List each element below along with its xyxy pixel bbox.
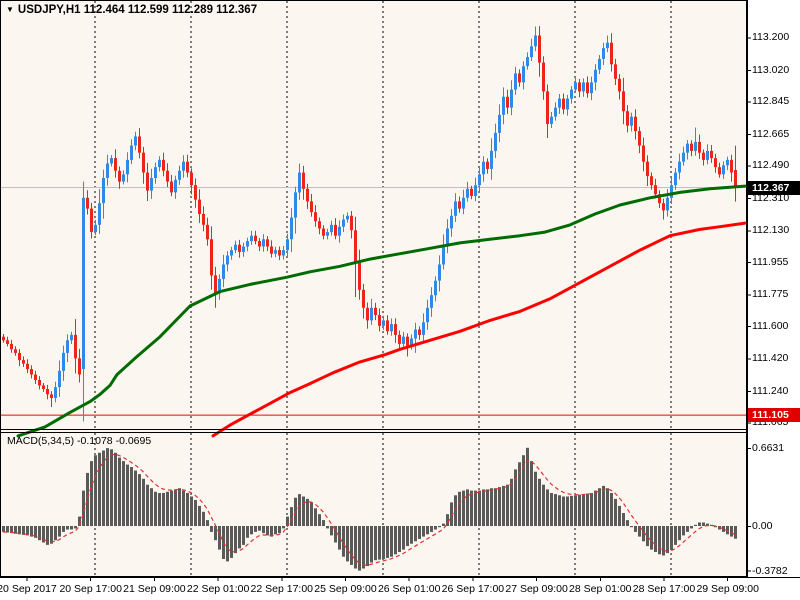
price-axis-label: 112.130	[752, 224, 790, 237]
price-axis-label: 113.020	[752, 63, 790, 76]
macd-signal-line	[2, 453, 736, 566]
chart-title-symbol: USDJPY,H1	[17, 4, 81, 16]
time-axis-label: 22 Sep 01:00	[186, 583, 250, 595]
ma-slow-red-line	[211, 221, 747, 438]
symbol-dropdown-icon[interactable]: ▼	[6, 5, 14, 14]
time-axis-label: 20 Sep 17:00	[59, 583, 122, 595]
price-axis-label: 111.600	[752, 319, 789, 332]
price-axis-label: 111.775	[752, 288, 789, 301]
macd-axis-label: 0.6631	[752, 441, 785, 454]
price-axis-label: 111.955	[752, 255, 789, 268]
macd-name: MACD(5,34,5)	[7, 435, 75, 447]
time-axis-label: 21 Sep 09:00	[123, 583, 186, 595]
candlestick-series	[2, 26, 737, 422]
macd-axis-label: -0.3782	[752, 564, 788, 577]
macd-indicator-label: MACD(5,34,5) -0.1078 -0.0695	[7, 435, 151, 447]
time-axis-label: 26 Sep 17:00	[441, 583, 505, 595]
macd-signal-value: -0.0695	[115, 435, 152, 447]
price-axis-label: 111.240	[752, 384, 789, 397]
time-axis-label: 20 Sep 2017	[0, 583, 57, 595]
time-axis-label: 29 Sep 09:00	[696, 583, 759, 595]
price-axis-label: 112.665	[752, 127, 790, 140]
time-axis-label: 28 Sep 01:00	[569, 583, 632, 595]
current-price-badge: 112.367	[748, 180, 800, 195]
price-axis-label: 111.420	[752, 352, 789, 365]
macd-axis-label: 0.00	[752, 520, 773, 532]
macd-histogram	[2, 447, 737, 571]
time-axis-label: 28 Sep 17:00	[632, 583, 696, 595]
time-axis-label: 22 Sep 17:00	[250, 583, 314, 595]
chart-title-ohlc: 112.464 112.599 112.289 112.367	[83, 4, 258, 16]
macd-main-value: -0.1078	[77, 435, 113, 447]
price-axis-label: 112.310	[752, 191, 790, 204]
time-axis-label: 27 Sep 09:00	[505, 583, 568, 595]
time-axis-label: 25 Sep 09:00	[314, 583, 377, 595]
price-axis-label: 112.490	[752, 159, 790, 172]
hline-price-badge[interactable]: 111.105	[748, 408, 800, 423]
price-axis-label: 112.845	[752, 95, 790, 108]
time-axis-label: 26 Sep 01:00	[377, 583, 441, 595]
ma-fast-green-line	[16, 184, 747, 438]
chart-title: ▼ USDJPY,H1 112.464 112.599 112.289 112.3…	[6, 4, 257, 16]
price-axis-label: 113.200	[752, 31, 790, 44]
